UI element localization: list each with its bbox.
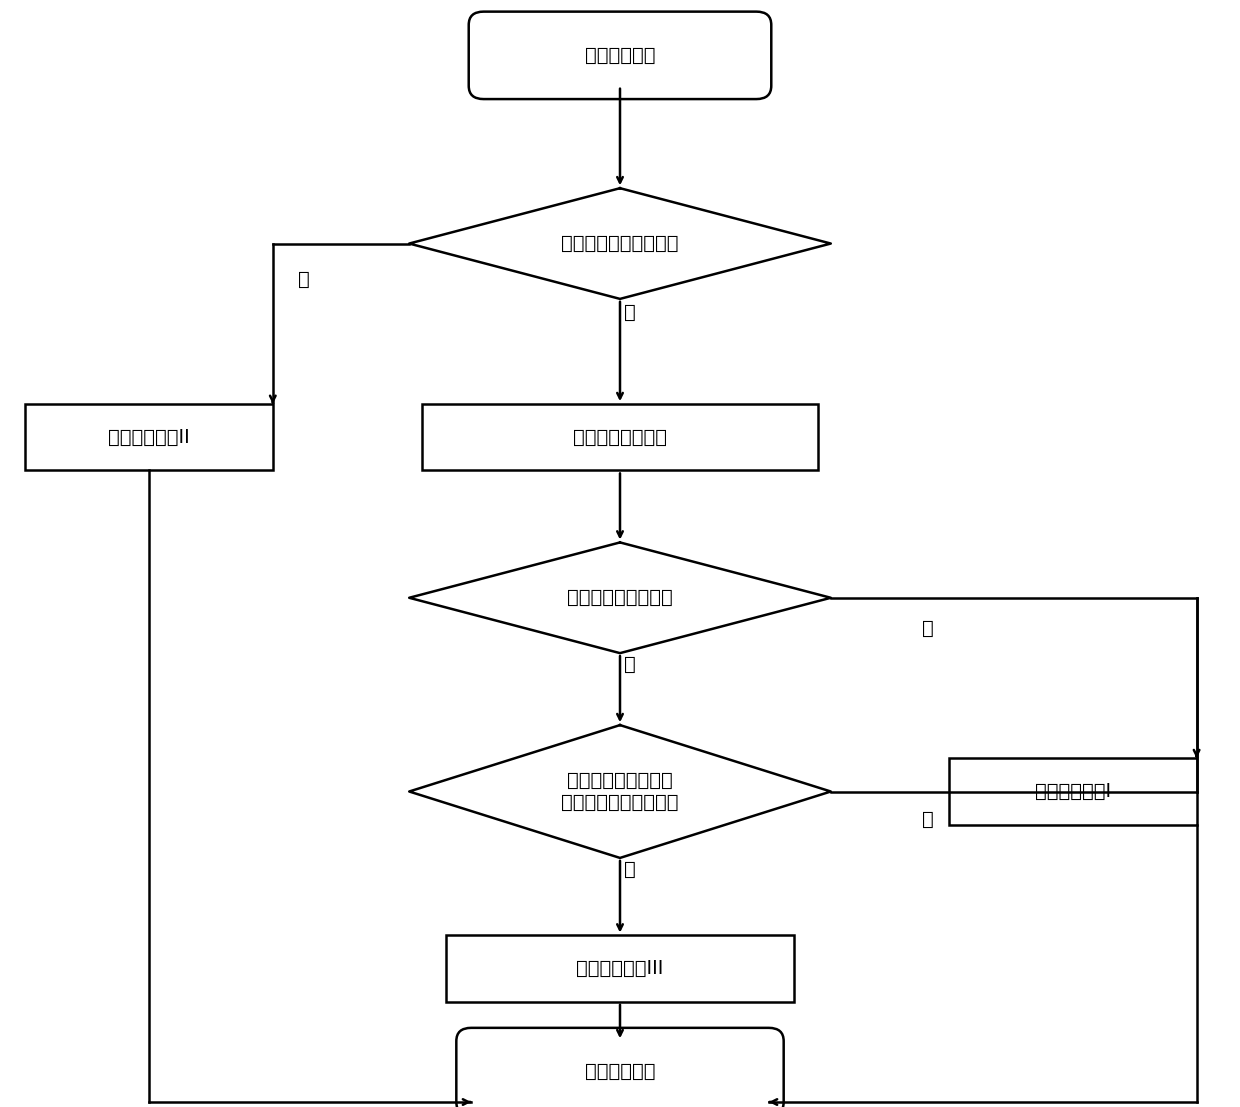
Bar: [25, 404, 273, 470]
Text: 图像亮度变化超过阈值: 图像亮度变化超过阈值: [562, 234, 678, 254]
Polygon shape: [409, 542, 831, 653]
FancyBboxPatch shape: [456, 1027, 784, 1107]
Text: 否: 否: [921, 809, 934, 829]
Polygon shape: [409, 188, 831, 299]
Text: 单次对焦结束: 单次对焦结束: [585, 45, 655, 65]
Text: 是: 是: [624, 859, 636, 879]
Text: 记场景状态为III: 记场景状态为III: [577, 959, 663, 979]
Text: 是否找到最佳聚焦点: 是否找到最佳聚焦点: [567, 588, 673, 608]
FancyBboxPatch shape: [469, 12, 771, 100]
Text: 否: 否: [624, 302, 636, 322]
Polygon shape: [409, 725, 831, 858]
Bar: [422, 404, 818, 470]
Text: 记场景状态为I: 记场景状态为I: [1034, 782, 1111, 801]
Text: 是: 是: [624, 654, 636, 674]
Text: 等待场景亮度稳定: 等待场景亮度稳定: [573, 427, 667, 447]
Text: 进入对焦监控: 进入对焦监控: [585, 1062, 655, 1082]
Text: 图像评价函数值最大
值的差值是否超过阈值: 图像评价函数值最大 值的差值是否超过阈值: [562, 770, 678, 813]
Bar: [446, 935, 794, 1002]
Text: 记场景状态为II: 记场景状态为II: [108, 427, 190, 447]
Text: 是: 是: [298, 269, 310, 289]
Bar: [949, 758, 1197, 825]
Text: 否: 否: [921, 619, 934, 639]
